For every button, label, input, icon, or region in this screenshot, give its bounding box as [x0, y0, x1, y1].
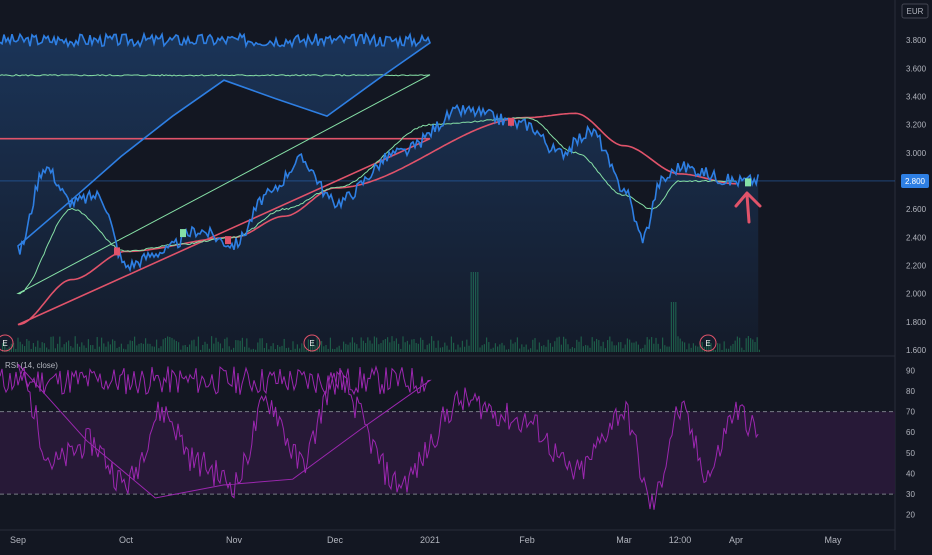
time-axis-label: May: [824, 535, 842, 545]
slow-moving-average-line: [0, 112, 737, 326]
rsi-tick-label: 90: [906, 366, 915, 375]
rsi-band: [0, 411, 895, 495]
price-tick-label: 1.600: [906, 346, 927, 355]
rsi-tick-label: 80: [906, 387, 915, 396]
time-axis-label: Feb: [519, 535, 535, 545]
fast-moving-average-line: [0, 74, 736, 295]
crossover-marker: [114, 247, 120, 256]
rsi-tick-label: 50: [906, 449, 915, 458]
crossover-marker: [180, 229, 186, 238]
rsi-line: [0, 363, 759, 510]
rsi-tick-label: 20: [906, 511, 915, 520]
price-tick-label: 2.000: [906, 290, 927, 299]
rsi-tick-label: 30: [906, 490, 915, 499]
earnings-event-icon[interactable]: [303, 334, 321, 352]
earnings-event-icon[interactable]: [699, 334, 717, 352]
price-line: [0, 31, 759, 273]
price-tick-label: 2.400: [906, 233, 927, 242]
annotation-arrow: [734, 191, 762, 224]
price-tick-label: 3.000: [906, 149, 927, 158]
price-tick-label: 3.600: [906, 64, 927, 73]
earnings-event-icon[interactable]: [0, 334, 14, 352]
currency-label: EUR: [907, 7, 924, 16]
time-axis-label: Oct: [119, 535, 134, 545]
price-tick-label: 1.800: [906, 318, 927, 327]
time-axis-label: 12:00: [669, 535, 692, 545]
earnings-event-label: E: [705, 339, 710, 348]
time-axis-label: Mar: [616, 535, 632, 545]
rsi-tick-label: 60: [906, 428, 915, 437]
crossover-marker: [745, 178, 751, 187]
time-axis-label: Sep: [10, 535, 26, 545]
price-tick-label: 2.200: [906, 261, 927, 270]
price-tick-label: 3.400: [906, 92, 927, 101]
rsi-tick-label: 40: [906, 469, 915, 478]
time-axis-label: Apr: [729, 535, 743, 545]
currency-badge[interactable]: [901, 3, 929, 19]
price-tick-label: 3.800: [906, 36, 927, 45]
time-axis-label: Dec: [327, 535, 344, 545]
crossover-marker: [508, 117, 514, 126]
current-price-label: 2.800: [905, 177, 926, 186]
rsi-indicator-title: RSI (14, close): [5, 361, 58, 370]
time-axis-label: 2021: [420, 535, 440, 545]
price-tick-label: 2.600: [906, 205, 927, 214]
price-tick-label: 3.200: [906, 121, 927, 130]
earnings-event-label: E: [309, 339, 314, 348]
time-axis-label: Nov: [226, 535, 243, 545]
earnings-event-label: E: [2, 339, 7, 348]
volume-bar: [758, 349, 760, 352]
current-price-badge: [901, 173, 929, 188]
price-area-fill: [0, 33, 759, 353]
rsi-tick-label: 70: [906, 408, 915, 417]
crossover-marker: [225, 236, 231, 245]
